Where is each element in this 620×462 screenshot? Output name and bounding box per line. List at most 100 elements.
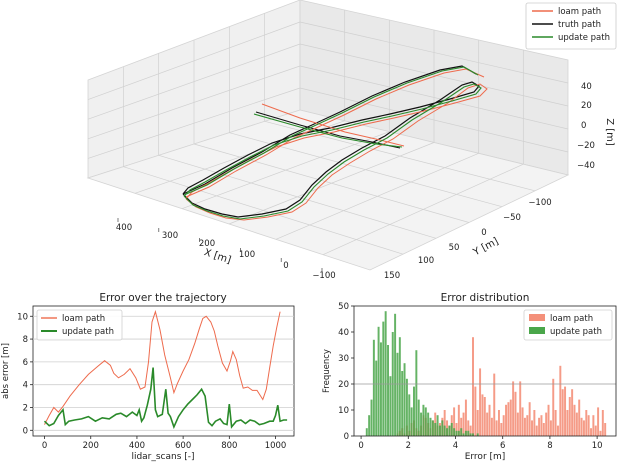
x-tick-label: 2 bbox=[406, 441, 411, 451]
paths-3d bbox=[182, 65, 488, 221]
loam-path-outer bbox=[185, 68, 485, 198]
loam-hist-bar bbox=[467, 420, 470, 436]
update-hist-bar bbox=[448, 425, 451, 436]
loam-hist-bar bbox=[469, 425, 472, 436]
x-tick-label: 6 bbox=[500, 441, 505, 451]
x-tick-label: 800 bbox=[221, 441, 237, 451]
legend-label: loam path bbox=[558, 7, 601, 17]
loam-hist-bar bbox=[479, 368, 482, 436]
loam-hist-bar bbox=[585, 410, 588, 436]
x-tick-label: 0 bbox=[283, 261, 288, 271]
loam-hist-bar bbox=[552, 378, 555, 436]
loam-hist-bar bbox=[486, 412, 489, 436]
x-tick-label: 200 bbox=[83, 441, 99, 451]
legend-label: update path bbox=[62, 327, 114, 337]
update-hist-bar bbox=[469, 433, 472, 436]
x-axis-label: Error [m] bbox=[465, 452, 506, 462]
loam-hist-bar bbox=[464, 399, 467, 436]
loam-hist-bar bbox=[495, 420, 498, 436]
y-tick-label: 0 bbox=[23, 426, 28, 436]
y-tick-label: −50 bbox=[503, 213, 521, 223]
y-tick-label: 0 bbox=[344, 432, 349, 442]
y-tick-label: 100 bbox=[418, 256, 434, 266]
x-tick-label: 200 bbox=[199, 239, 215, 249]
grid-line bbox=[299, 87, 569, 153]
z-tick-label: 0 bbox=[581, 121, 586, 131]
loam-hist-bar bbox=[535, 425, 538, 436]
loam-hist-bar bbox=[594, 425, 597, 436]
x-axis-label: X [m] bbox=[203, 247, 233, 266]
loam-hist-bar bbox=[540, 415, 543, 436]
loam-hist-bar bbox=[460, 417, 463, 436]
loam-hist-bar bbox=[547, 404, 550, 436]
update-hist-bar bbox=[464, 430, 467, 436]
y-tick-label: 50 bbox=[449, 243, 460, 253]
loam-hist-bar bbox=[590, 428, 592, 436]
loam-hist-bar bbox=[476, 410, 479, 436]
grid-line bbox=[299, 21, 569, 84]
x-tick-label: 400 bbox=[116, 223, 132, 233]
update-hist-bar bbox=[389, 376, 392, 436]
update-hist-bar bbox=[422, 404, 425, 436]
update-hist-bar bbox=[387, 345, 390, 436]
x-tick-label: 400 bbox=[129, 441, 145, 451]
y-tick-label: 40 bbox=[338, 328, 349, 338]
update-hist-bar bbox=[472, 433, 474, 436]
loam-hist-bar bbox=[566, 410, 569, 436]
update-hist-bar bbox=[436, 415, 439, 436]
grid-3d bbox=[87, 10, 569, 272]
update-path-cross bbox=[253, 113, 403, 148]
update-hist-bar bbox=[401, 371, 404, 436]
x-tick-label: 300 bbox=[162, 231, 178, 241]
x-tick-label: 4 bbox=[453, 441, 458, 451]
z-axis-label: Z [m] bbox=[604, 118, 615, 146]
loam-hist-bar bbox=[597, 407, 600, 436]
legend-swatch-loam bbox=[529, 314, 545, 321]
y-tick-label: 6 bbox=[23, 358, 28, 368]
loam-hist-bar bbox=[502, 415, 505, 436]
update-hist-bar bbox=[455, 430, 458, 436]
loam-hist-bar bbox=[545, 412, 548, 436]
loam-hist-bar bbox=[575, 412, 578, 436]
loam-hist-bar bbox=[462, 412, 465, 436]
y-tick-label: 10 bbox=[338, 406, 349, 416]
update-hist-bar bbox=[379, 342, 382, 436]
update-hist-bar bbox=[476, 433, 479, 436]
loam-hist-bar bbox=[573, 404, 576, 436]
update-hist-bar bbox=[403, 363, 406, 436]
loam-hist-bar bbox=[507, 402, 510, 436]
update-hist-bar bbox=[434, 423, 437, 436]
grid-line bbox=[322, 163, 524, 255]
loam-hist-bar bbox=[512, 381, 515, 436]
grid-line bbox=[299, 65, 569, 130]
x-tick-label: 0 bbox=[358, 441, 363, 451]
legend-swatch-update bbox=[529, 327, 545, 334]
loam-hist-bar bbox=[488, 404, 491, 436]
chart-title: Error distribution bbox=[441, 292, 530, 304]
loam-hist-bar bbox=[455, 423, 458, 436]
axis-ticks: 0 10 20 30 40 50 0 2 4 6 8 10 bbox=[338, 302, 602, 451]
update-error-line bbox=[43, 367, 288, 430]
loam-path-loop bbox=[185, 83, 488, 221]
legend-3d: loam path truth path update path bbox=[525, 2, 617, 50]
x-tick-label: −100 bbox=[312, 271, 335, 281]
y-tick-label: 30 bbox=[338, 354, 349, 364]
loam-hist-bar bbox=[497, 410, 500, 436]
loam-hist-bar bbox=[601, 410, 604, 436]
truth-path-cross bbox=[255, 111, 401, 149]
loam-hist-bar bbox=[505, 404, 508, 436]
loam-hist-bar bbox=[483, 397, 486, 436]
update-hist-bar bbox=[368, 415, 371, 436]
loam-hist-bar bbox=[523, 417, 526, 436]
loam-hist-bar bbox=[592, 415, 595, 436]
loam-path-cross bbox=[261, 103, 405, 147]
update-hist-bar bbox=[460, 428, 463, 436]
update-hist-bar bbox=[417, 399, 420, 436]
update-hist-bar bbox=[424, 407, 427, 436]
chart-title: Error over the trajectory bbox=[99, 292, 226, 304]
loam-hist-bar bbox=[453, 407, 456, 436]
x-tick-label: 8 bbox=[547, 441, 552, 451]
loam-hist-bar bbox=[549, 420, 552, 436]
loam-hist-bar bbox=[533, 410, 536, 436]
